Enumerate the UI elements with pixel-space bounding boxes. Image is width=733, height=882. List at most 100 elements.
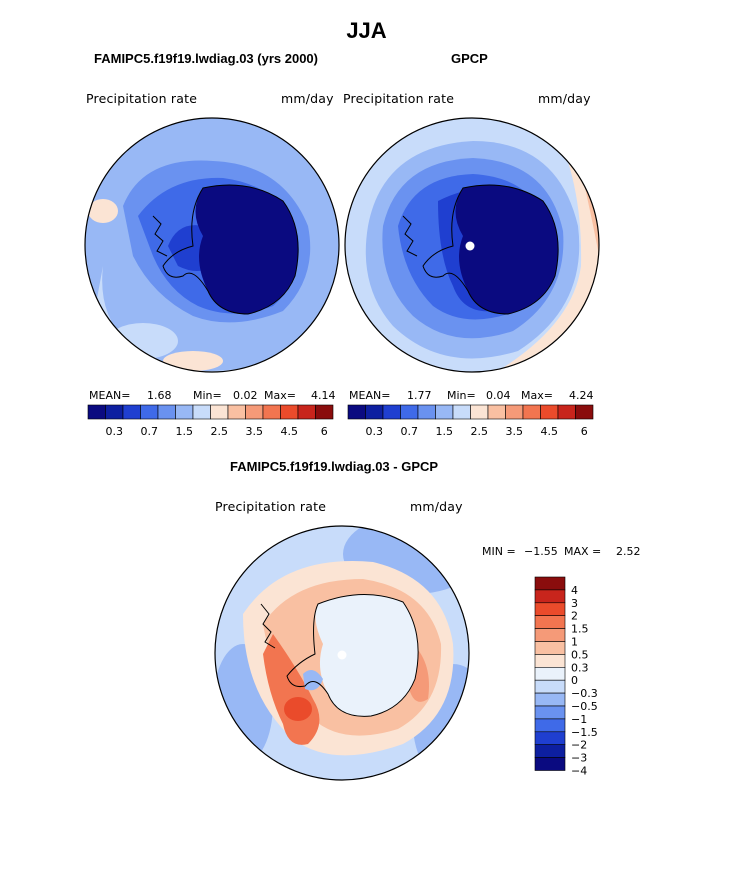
obs-colorbar-tick: 3.5 — [506, 425, 524, 438]
model-antarctic-core — [195, 184, 299, 314]
obs-colorbar-swatch — [505, 404, 524, 420]
obs-mean-label: MEAN= — [349, 389, 391, 402]
diff-colorbar-swatch — [534, 692, 566, 707]
diff-colorbar-tick: −0.5 — [571, 700, 598, 713]
obs-min-label: Min= — [447, 389, 476, 402]
obs-colorbar-tick: 2.5 — [471, 425, 489, 438]
model-colorbar-tick: 6 — [321, 425, 328, 438]
diff-units-label: mm/day — [410, 499, 463, 514]
obs-field-label: Precipitation rate — [343, 91, 455, 106]
model-max-value: 4.14 — [311, 389, 336, 402]
diff-colorbar-tick: 1 — [571, 636, 578, 649]
model-colorbar-swatch — [157, 404, 176, 420]
diff-pole-marker — [337, 650, 347, 660]
model-colorbar-swatch — [315, 404, 334, 420]
model-panel-title: FAMIPC5.f19f19.lwdiag.03 (yrs 2000) — [94, 51, 318, 66]
obs-polar-map — [344, 117, 600, 373]
obs-colorbar: 0.30.71.52.53.54.568 — [347, 404, 594, 438]
obs-colorbar-swatch — [382, 404, 401, 420]
diff-colorbar-swatch — [534, 667, 566, 681]
obs-antarctic-core — [455, 184, 559, 314]
diff-colorbar-tick: −1 — [571, 713, 587, 726]
model-colorbar-swatch — [105, 404, 124, 420]
diff-colorbar-tick: −2 — [571, 739, 587, 752]
diff-min-label: MIN = — [482, 545, 516, 558]
diff-coastline — [286, 594, 419, 717]
diff-colorbar-swatch — [534, 615, 566, 629]
obs-max-label: Max= — [521, 389, 553, 402]
model-colorbar-tick: 0.3 — [106, 425, 124, 438]
diff-colorbar-tick: −1.5 — [571, 726, 598, 739]
obs-colorbar-swatch — [575, 404, 594, 420]
diff-colorbar-swatch — [534, 679, 566, 694]
model-colorbar: 0.30.71.52.53.54.568 — [87, 404, 334, 438]
obs-colorbar-tick: 4.5 — [541, 425, 559, 438]
obs-colorbar-swatch — [452, 404, 471, 420]
diff-polar-map — [214, 525, 470, 781]
obs-max-value: 4.24 — [569, 389, 594, 402]
model-colorbar-swatch — [245, 404, 264, 420]
obs-map-border — [344, 117, 600, 373]
diff-colorbar-swatch — [534, 628, 566, 642]
model-coastline — [162, 184, 299, 315]
obs-colorbar-tick: 0.7 — [401, 425, 419, 438]
obs-panel-title: GPCP — [451, 51, 488, 66]
model-colorbar-tick: 2.5 — [211, 425, 229, 438]
model-colorbar-tick: 4.5 — [281, 425, 299, 438]
diff-max-value: 2.52 — [616, 545, 641, 558]
model-min-label: Min= — [193, 389, 222, 402]
model-colorbar-swatch — [175, 404, 194, 420]
model-units-label: mm/day — [281, 91, 334, 106]
model-colorbar-swatch — [87, 404, 106, 420]
model-peach-blob — [163, 351, 223, 371]
obs-chile-coast — [402, 215, 418, 257]
model-map-border — [84, 117, 340, 373]
diff-field-label: Precipitation rate — [215, 499, 327, 514]
diff-antarctic-core — [315, 594, 419, 717]
diff-colorbar-swatch — [534, 641, 566, 655]
obs-colorbar-swatch — [417, 404, 436, 420]
diff-colorbar-tick: 3 — [571, 597, 578, 610]
obs-colorbar-swatch — [487, 404, 506, 420]
diff-colorbar-swatch — [534, 705, 566, 720]
page-title: JJA — [346, 18, 387, 43]
diff-colorbar-tick: 2 — [571, 610, 578, 623]
obs-colorbar-swatch — [400, 404, 419, 420]
model-field-label: Precipitation rate — [86, 91, 198, 106]
diff-colorbar-swatch — [534, 602, 566, 616]
obs-colorbar-swatch — [522, 404, 541, 420]
model-mean-value: 1.68 — [147, 389, 172, 402]
diff-colorbar-swatch — [534, 654, 566, 668]
obs-mean-value: 1.77 — [407, 389, 432, 402]
diff-colorbar-tick: −0.3 — [571, 687, 598, 700]
obs-peach-band — [493, 118, 599, 372]
obs-colorbar-swatch — [557, 404, 576, 420]
diff-colorbar-swatch — [534, 718, 566, 733]
diff-min-value: −1.55 — [524, 545, 558, 558]
obs-colorbar-swatch — [470, 404, 489, 420]
obs-coastline — [422, 184, 559, 315]
obs-units-label: mm/day — [538, 91, 591, 106]
obs-min-value: 0.04 — [486, 389, 511, 402]
obs-colorbar-tick: 6 — [581, 425, 588, 438]
model-pale-blob — [108, 323, 178, 359]
model-colorbar-swatch — [140, 404, 159, 420]
diff-max-label: MAX = — [564, 545, 602, 558]
diff-colorbar-swatch — [534, 589, 566, 604]
obs-colorbar-swatch — [540, 404, 559, 420]
model-chile-coast — [152, 215, 168, 257]
diff-colorbar-swatch — [534, 744, 566, 758]
model-colorbar-tick: 3.5 — [246, 425, 264, 438]
model-peach-blob-west — [88, 199, 118, 223]
obs-colorbar-swatch — [365, 404, 384, 420]
model-colorbar-swatch — [192, 404, 211, 420]
model-colorbar-swatch — [297, 404, 316, 420]
model-colorbar-swatch — [122, 404, 141, 420]
model-colorbar-swatch — [262, 404, 281, 420]
diff-colorbar-swatch — [534, 731, 566, 746]
obs-colorbar-swatch — [435, 404, 454, 420]
diff-colorbar-swatch — [534, 576, 566, 591]
obs-colorbar-tick: 0.3 — [366, 425, 384, 438]
obs-colorbar-tick: 1.5 — [436, 425, 454, 438]
